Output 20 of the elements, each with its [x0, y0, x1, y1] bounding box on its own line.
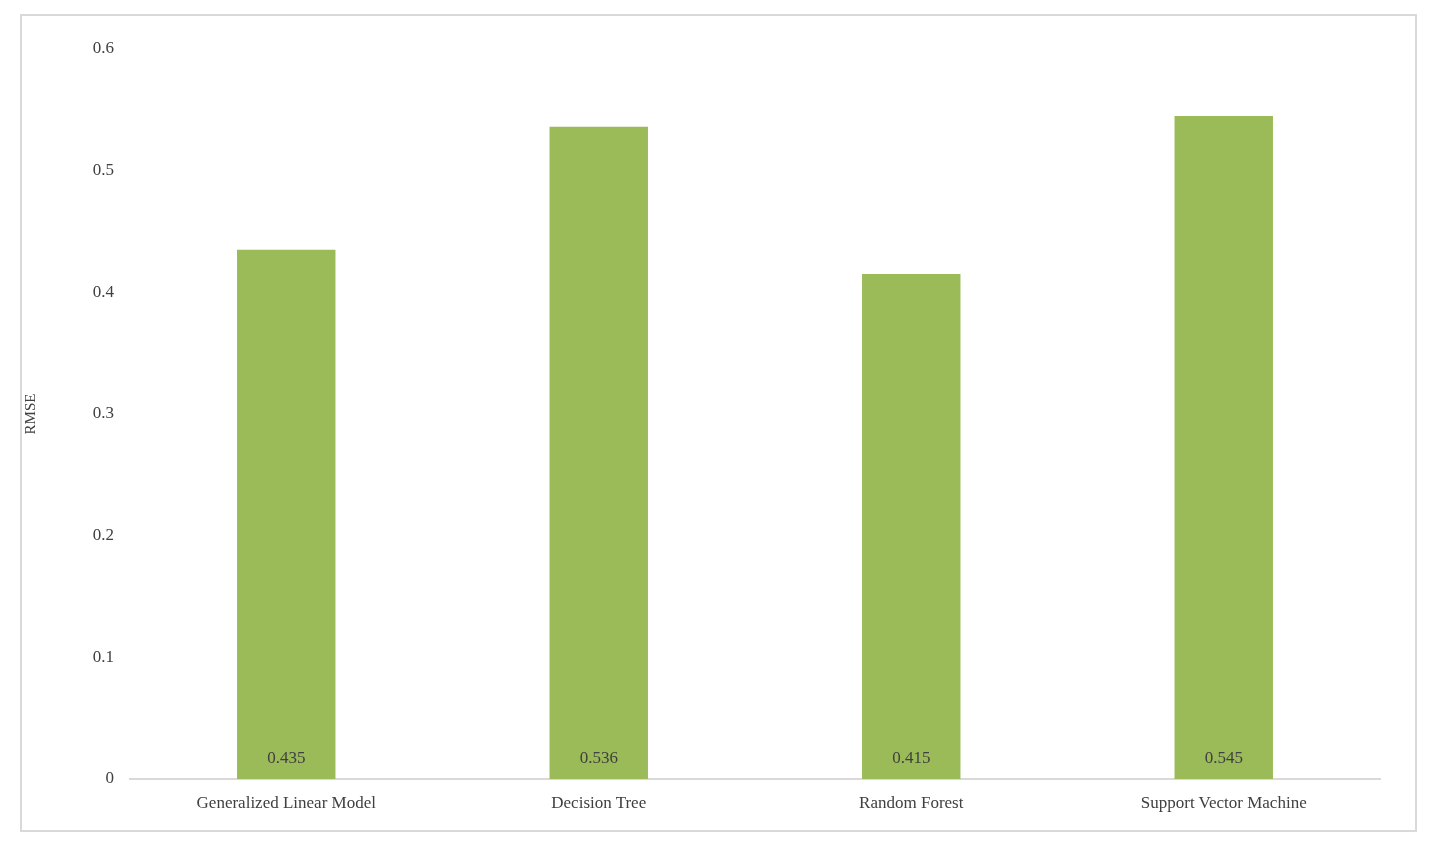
y-tick-label: 0.2	[92, 525, 114, 545]
y-tick-label: 0.1	[92, 646, 114, 666]
data-label: 0.536	[579, 747, 618, 767]
data-label: 0.435	[267, 747, 306, 767]
y-tick-label: 0.6	[92, 38, 114, 58]
x-tick-label: Support Vector Machine	[1140, 792, 1307, 812]
y-tick-label: 0.4	[92, 281, 115, 301]
x-tick-label: Generalized Linear Model	[196, 792, 377, 812]
bar	[862, 274, 961, 779]
bar	[1174, 115, 1273, 779]
y-tick-label: 0	[105, 768, 114, 788]
y-axis-title: RMSE	[21, 393, 38, 435]
bar	[237, 249, 336, 779]
data-label: 0.545	[1204, 747, 1243, 767]
y-tick-label: 0.5	[92, 160, 114, 180]
x-tick-label: Decision Tree	[551, 792, 647, 812]
x-tick-label: Random Forest	[859, 792, 964, 812]
y-tick-label: 0.3	[92, 403, 114, 423]
data-label: 0.415	[892, 747, 931, 767]
bar	[549, 126, 648, 779]
